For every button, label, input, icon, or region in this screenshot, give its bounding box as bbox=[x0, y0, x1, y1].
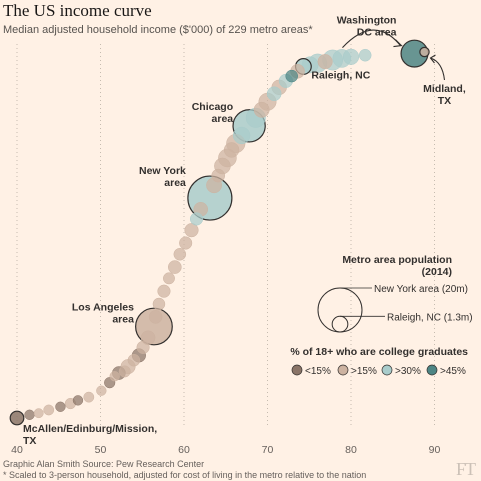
footnote: * Scaled to 3-person household, adjusted… bbox=[3, 470, 367, 480]
chart-subtitle: Median adjusted household income ($'000)… bbox=[3, 24, 313, 36]
metro-bubble bbox=[342, 48, 360, 65]
arrowhead bbox=[393, 39, 403, 48]
highlighted-metro-bubble bbox=[9, 410, 25, 426]
population-legend-label: Raleigh, NC (1.3m) bbox=[387, 312, 473, 323]
population-legend-title: Metro area population (2014) bbox=[342, 254, 452, 278]
annotation-label: Los Angeles area bbox=[72, 302, 134, 326]
metro-bubble bbox=[148, 310, 163, 324]
metro-bubble bbox=[109, 371, 120, 382]
x-tick-label: 70 bbox=[262, 444, 274, 456]
chart-title: The US income curve bbox=[3, 1, 152, 20]
annotation-label: Midland, TX bbox=[423, 83, 466, 107]
metro-bubble bbox=[96, 385, 107, 396]
metro-bubble bbox=[72, 395, 84, 406]
metro-bubble bbox=[33, 408, 44, 419]
annotation-label: Raleigh, NC bbox=[311, 69, 370, 81]
metro-bubble bbox=[232, 126, 251, 145]
metro-bubble bbox=[189, 212, 204, 226]
metro-bubble bbox=[127, 353, 141, 367]
education-legend-swatch bbox=[381, 364, 393, 376]
ft-logo: FT bbox=[455, 459, 476, 479]
metro-bubble bbox=[163, 272, 175, 285]
metro-bubble bbox=[317, 54, 333, 70]
metro-bubble bbox=[136, 340, 150, 354]
x-tick-label: 80 bbox=[345, 444, 357, 456]
population-legend-circle-large bbox=[317, 287, 363, 333]
metro-bubble bbox=[118, 365, 131, 378]
metro-bubble bbox=[223, 142, 240, 158]
x-tick-label: 50 bbox=[95, 444, 107, 456]
metro-bubble bbox=[157, 284, 171, 298]
population-legend-label: New York area (20m) bbox=[374, 284, 468, 295]
education-legend-swatch bbox=[291, 364, 303, 376]
metro-bubble bbox=[43, 404, 55, 416]
x-tick-label: 90 bbox=[429, 444, 441, 456]
metro-bubble bbox=[152, 297, 166, 311]
metro-bubble bbox=[285, 69, 298, 83]
midland-arrow bbox=[430, 57, 446, 81]
arrowhead bbox=[429, 54, 436, 64]
metro-bubble bbox=[266, 86, 282, 102]
metro-bubble bbox=[184, 223, 199, 238]
metro-bubble bbox=[179, 236, 193, 250]
education-legend-label: >15% bbox=[351, 366, 377, 377]
x-tick-label: 40 bbox=[11, 444, 23, 456]
metro-bubble bbox=[358, 48, 372, 62]
education-legend-label: <15% bbox=[305, 366, 331, 377]
metro-bubble bbox=[168, 260, 182, 274]
education-legend-swatch bbox=[426, 364, 438, 376]
annotation-label: Chicago area bbox=[192, 101, 234, 125]
annotation-label: New York area bbox=[139, 165, 186, 189]
annotation-label: McAllen/Edinburg/Mission, TX bbox=[23, 423, 157, 447]
education-legend-title: % of 18+ who are college graduates bbox=[290, 346, 468, 358]
education-legend-swatch bbox=[337, 364, 349, 376]
metro-bubble bbox=[173, 248, 187, 261]
education-legend-label: >30% bbox=[395, 366, 421, 377]
education-legend-label: >45% bbox=[440, 366, 466, 377]
metro-bubble bbox=[55, 401, 66, 412]
metro-bubble bbox=[211, 168, 226, 183]
credit-line: Graphic Alan Smith Source: Pew Research … bbox=[3, 459, 205, 469]
population-legend-circle-small bbox=[331, 315, 349, 333]
metro-bubble bbox=[83, 391, 95, 403]
metro-bubble bbox=[253, 101, 270, 118]
x-tick-label: 60 bbox=[178, 444, 190, 456]
metro-bubble bbox=[24, 409, 35, 420]
annotation-label: Washington DC area bbox=[337, 15, 397, 39]
highlighted-metro-bubble bbox=[419, 46, 430, 58]
